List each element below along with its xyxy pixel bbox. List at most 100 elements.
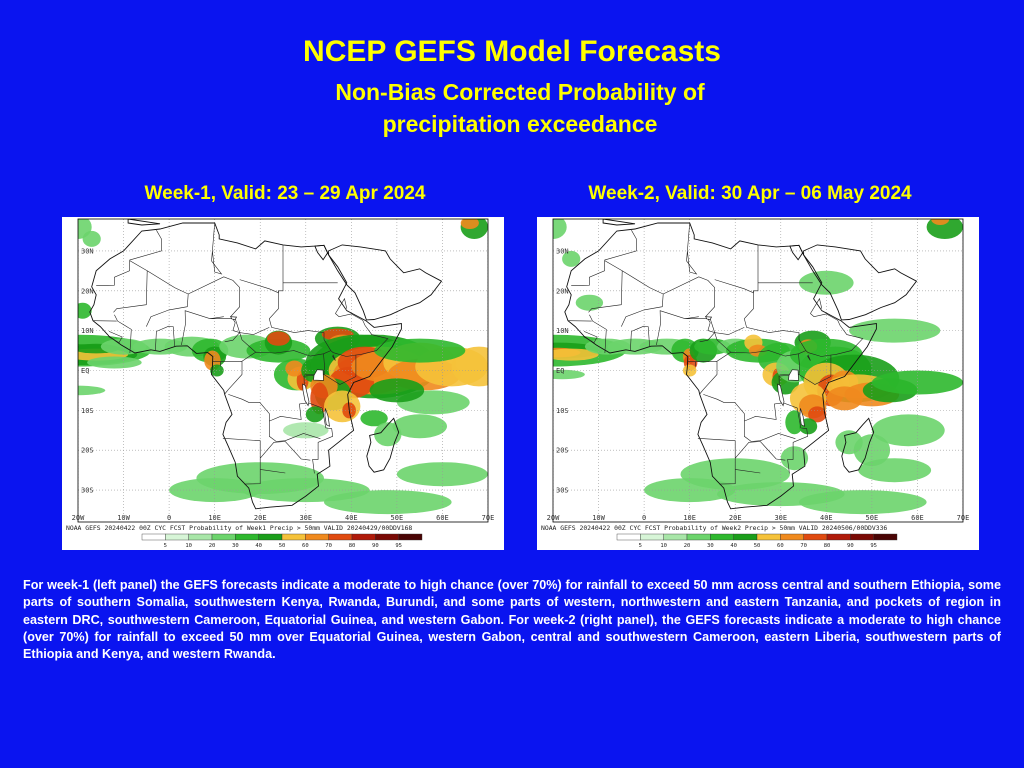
page-subtitle: Non-Bias Corrected Probability of precip… [0,76,1024,140]
country-border [241,350,324,362]
country-border [734,441,786,461]
colorbar-label: 95 [395,543,402,549]
country-borders [567,222,864,485]
precip-region [392,414,448,439]
colorbar-swatch [733,533,758,541]
lake [229,316,238,320]
precip-region [871,370,963,395]
lake [777,383,785,407]
lat-label: 10S [81,407,94,415]
coastline [602,219,636,226]
colorbar-swatch [663,533,688,541]
lon-label: 10W [117,514,130,522]
forecast-caption: For week-1 (left panel) the GEFS forecas… [23,578,1001,662]
precip-region [644,478,736,503]
country-border [269,421,321,442]
country-border [630,325,650,351]
colorbar-label: 10 [660,543,667,549]
country-border [583,331,598,344]
precip-region [360,410,388,427]
coastline [127,219,161,226]
country-border [188,276,241,343]
country-border [604,230,637,261]
week2-heading: Week-2, Valid: 30 Apr – 06 May 2024 [588,183,912,204]
lon-label: 70E [482,514,495,522]
precip-region [871,414,945,447]
map-frame [77,218,489,523]
colorbar-swatch [328,533,353,541]
country-border [210,318,240,333]
country-border [697,438,736,485]
coastline [789,244,804,261]
lon-label: 10E [683,514,696,522]
country-border [212,361,221,367]
week1-map: 30N 20N 10N EQ 10S 20S 30S 20W 10W 0 10E 20E 30E 40E 5… [66,218,495,549]
country-border [228,394,309,422]
precip-region [799,490,927,515]
lon-label: 0 [167,514,171,522]
precip-region [324,490,452,515]
lat-label: 20N [556,287,569,295]
colorbar-swatch [616,533,641,541]
precip-region [267,331,290,346]
country-border [703,394,784,422]
colorbar-swatch [211,533,236,541]
colorbar-label: 90 [847,543,854,549]
country-border [695,360,718,395]
precip-region [87,356,142,369]
precip-region [78,385,106,396]
lat-label: 10S [556,407,569,415]
colorbar-label: 95 [870,543,877,549]
colorbar-swatch [780,533,804,541]
coastline [314,244,329,261]
colorbar-label: 40 [730,543,737,549]
colorbar-swatch [258,533,283,541]
week2-map-panel: 30N 20N 10N EQ 10S 20S 30S 20W 10W 0 10E 20E 30E 40E 5… [537,217,979,550]
colorbar-label: 40 [255,543,262,549]
coastline [564,222,877,510]
country-border [304,353,325,376]
colorbar-swatch [375,533,399,541]
precip-region [374,338,466,363]
map-footer-text: NOAA GEFS 20240422 00Z CYC FCST Probabil… [66,524,412,532]
country-border [212,222,215,251]
country-border [589,314,607,354]
precip-region [305,406,324,423]
country-border [685,318,715,333]
colorbar-label: 50 [754,543,761,549]
lon-label: 10E [208,514,221,522]
week2-map: 30N 20N 10N EQ 10S 20S 30S 20W 10W 0 10E 20E 30E 40E 5… [541,218,969,549]
map-frame [552,218,964,523]
colorbar-label: 10 [185,543,192,549]
country-border [779,353,800,376]
colorbar-label: 30 [707,543,714,549]
colorbar-swatch [188,533,213,541]
country-border [588,260,623,313]
precip-region [553,348,599,361]
country-border [108,331,123,344]
precip-region [460,219,479,229]
colorbar-label: 5 [164,543,167,549]
country-border [268,290,332,355]
lake [788,369,799,381]
lake [324,408,330,427]
lon-label: 50E [866,514,879,522]
lon-label: 30E [774,514,787,522]
colorbar-label: 90 [372,543,379,549]
lat-label: 30S [81,487,94,495]
precip-region [169,478,261,503]
colorbar-swatch [850,533,874,541]
colorbar-swatch [640,533,664,541]
lon-label: 20E [254,514,267,522]
colorbar-label: 60 [302,543,309,549]
country-border [129,230,162,261]
lon-label: 0 [642,514,646,522]
lake [332,354,336,361]
subtitle-line-2: precipitation exceedance [382,111,658,137]
country-border [181,310,224,346]
coastline [89,222,402,510]
precip-region [553,219,567,239]
precip-region [310,382,329,415]
lat-label: EQ [556,367,564,375]
colorbar-swatch [710,533,734,541]
